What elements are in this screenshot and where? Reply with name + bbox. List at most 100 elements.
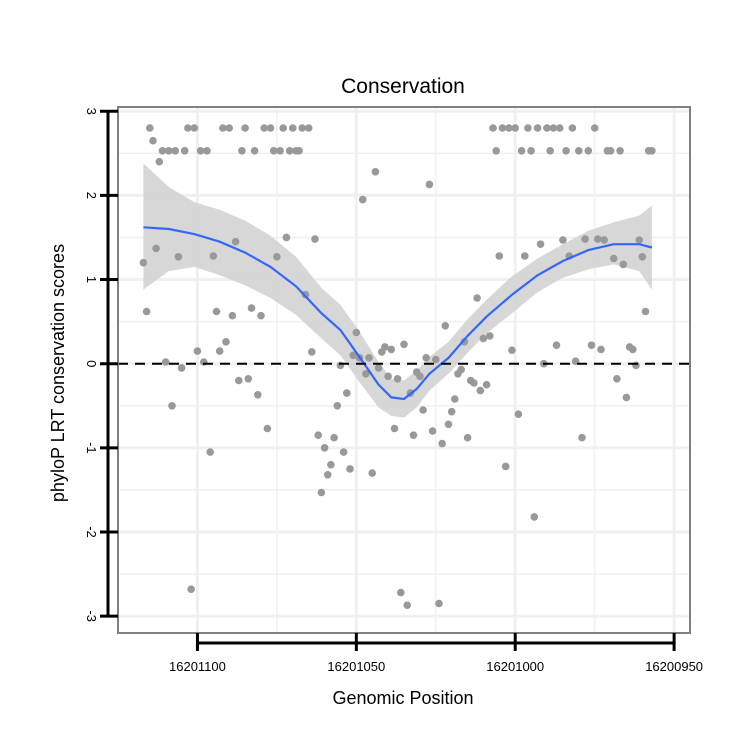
data-point (498, 124, 507, 132)
data-point (206, 448, 214, 456)
plot-area (117, 106, 691, 634)
data-point (444, 420, 453, 429)
data-point (371, 168, 380, 176)
data-point (473, 294, 481, 302)
data-point (222, 338, 230, 346)
data-point (441, 322, 450, 330)
data-point (139, 258, 148, 267)
data-point (219, 124, 227, 132)
x-axis: 16201100 16201050 16201000 16200950 (169, 633, 703, 674)
data-point (317, 488, 326, 497)
data-point (527, 147, 535, 155)
y-tick-label: -2 (84, 526, 99, 538)
data-point (511, 124, 519, 132)
data-point (266, 124, 275, 132)
data-point (587, 341, 596, 350)
data-point (161, 358, 170, 366)
y-tick-label: -1 (84, 442, 99, 454)
data-point (260, 124, 269, 132)
data-point (358, 195, 367, 204)
data-point (323, 471, 332, 479)
data-point (578, 433, 586, 442)
data-point (289, 124, 297, 132)
data-point (257, 311, 265, 320)
data-point (492, 147, 501, 155)
data-point (346, 465, 354, 473)
data-point (552, 341, 561, 350)
data-point (352, 328, 361, 337)
data-point (549, 124, 558, 132)
data-point (489, 124, 497, 132)
x-tick-label: 16201050 (327, 659, 385, 674)
data-point (184, 124, 192, 132)
y-tick-label: 1 (84, 276, 99, 283)
data-point (409, 431, 418, 440)
data-point (517, 147, 526, 155)
data-point (403, 601, 412, 609)
data-point (276, 147, 284, 155)
data-point (619, 260, 628, 269)
data-point (530, 513, 539, 521)
data-point (209, 252, 218, 260)
data-point (263, 424, 272, 433)
data-point (606, 147, 615, 155)
data-point (203, 147, 211, 155)
data-point (422, 354, 431, 362)
data-point (425, 180, 434, 189)
data-point (295, 147, 303, 155)
data-point (581, 235, 589, 243)
data-point (470, 379, 478, 387)
smooth-line (143, 226, 653, 401)
data-point (228, 311, 237, 320)
data-point (339, 448, 348, 456)
data-point (244, 375, 253, 383)
y-tick-label: 2 (84, 192, 99, 199)
data-point (622, 393, 631, 402)
data-point (575, 147, 583, 155)
data-point (168, 402, 176, 410)
data-point (368, 469, 377, 477)
data-point (590, 124, 599, 132)
y-axis-title: phyloP LRT conservation scores (48, 244, 68, 502)
data-point (451, 395, 459, 403)
panel-border (117, 106, 691, 634)
data-point (635, 236, 643, 244)
x-axis-title: Genomic Position (332, 688, 473, 708)
data-point (416, 372, 424, 381)
data-point (419, 406, 427, 414)
data-point (435, 599, 443, 608)
data-point (613, 375, 621, 383)
data-point (146, 124, 154, 132)
data-point (177, 364, 186, 372)
data-point (381, 343, 389, 351)
data-point (594, 235, 602, 243)
data-point (641, 307, 650, 316)
x-tick-label: 16201000 (486, 659, 544, 674)
data-point (387, 345, 396, 354)
data-point (250, 147, 259, 155)
y-tick-label: 0 (84, 360, 99, 367)
data-point (397, 588, 405, 597)
data-point (155, 157, 164, 166)
x-tick-label: 16200950 (645, 659, 703, 674)
data-point (514, 410, 523, 419)
data-point (298, 124, 307, 132)
data-point (508, 346, 516, 355)
data-point (428, 427, 437, 435)
data-point (447, 407, 456, 416)
data-point (536, 240, 545, 248)
data-point (171, 147, 179, 155)
loess-smooth-line (143, 226, 653, 401)
data-point (235, 376, 243, 385)
data-point (285, 147, 294, 155)
data-point (600, 236, 608, 244)
y-tick-label: -3 (84, 610, 99, 622)
data-point (190, 124, 199, 132)
x-tick-label: 16201100 (169, 659, 226, 674)
data-point (501, 462, 510, 471)
data-point (495, 252, 504, 260)
data-point (533, 124, 542, 132)
data-point (269, 147, 278, 155)
data-point (482, 380, 491, 389)
data-point (432, 355, 440, 364)
